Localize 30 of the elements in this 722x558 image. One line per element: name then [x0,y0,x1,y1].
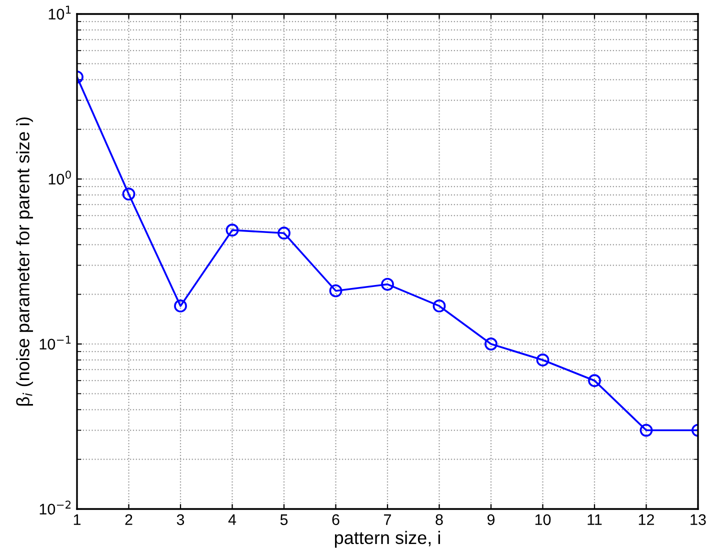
point [174,300,187,312]
x-tick-label: 11 [588,514,602,525]
point [588,374,601,388]
point [329,284,342,298]
x-axis-title: pattern size, i [334,530,440,548]
y-tick-label: 10$^{−1}$ [40,336,71,350]
x-tick-label: 10 [535,514,551,526]
x-tick-label: 12 [638,514,654,525]
x-tick-label: 6 [332,514,340,526]
x-tick-label: 8 [436,514,443,526]
y-tick-label: 10$^{0}$ [48,170,71,185]
point [432,300,446,312]
x-tick-label: 5 [280,514,288,526]
x-tick-label: 7 [384,514,391,525]
point [536,354,550,366]
y-axis-title: β$_{i}$ (noise parameter for parent size i) [16,117,33,406]
point [278,226,290,240]
y-tick-label: 10$^{1}$ [48,6,71,20]
point [381,278,394,291]
point [226,224,239,237]
x-tick-label: 3 [176,514,184,526]
x-tick-label: 2 [125,514,132,525]
x-tick-label: 9 [487,514,495,526]
y-tick-label: 10$^{−2}$ [40,500,71,515]
point [640,424,653,437]
x-tick-label: 1 [74,514,81,525]
x-tick-label: 13 [690,514,706,526]
point [484,338,498,350]
point [122,188,136,201]
x-tick-label: 4 [228,514,236,525]
